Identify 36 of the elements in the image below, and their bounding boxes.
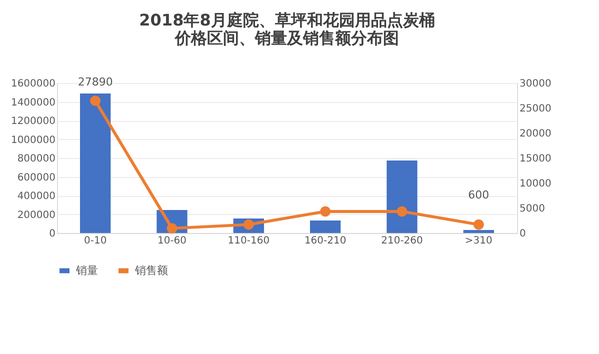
y-tick-label: 800000 <box>17 154 56 164</box>
y-tick-label: 0 <box>49 228 56 240</box>
y-tick-label: 1000000 <box>10 134 56 146</box>
bar <box>386 160 418 233</box>
y-tick-label: 1400000 <box>10 97 56 108</box>
y-tick-label: 600000 <box>17 172 56 184</box>
x-tick-label: >310 <box>464 236 492 246</box>
y-tick-label: 1600000 <box>10 78 56 90</box>
legend-label: 销量 <box>75 264 98 277</box>
x-tick-label: 110-160 <box>228 236 270 246</box>
y2-tick-label: 25000 <box>520 104 552 114</box>
y2-tick-label: 15000 <box>520 154 552 164</box>
point <box>166 223 178 234</box>
point <box>396 206 408 217</box>
data-label: 27890 <box>78 76 113 89</box>
point <box>473 219 484 230</box>
data-label: 600 <box>468 188 490 202</box>
y-tick-label: 1200000 <box>10 116 56 127</box>
y-tick-label: 200000 <box>17 210 56 221</box>
bar <box>80 94 111 233</box>
y2-tick-label: 10000 <box>520 178 552 190</box>
x-tick-label: 160-210 <box>304 236 346 246</box>
point <box>320 206 331 217</box>
y-tick-label: 400000 <box>17 191 56 202</box>
legend-label: 销售额 <box>134 264 168 277</box>
y2-tick-label: 5000 <box>520 204 545 214</box>
x-tick-label: 210-260 <box>381 236 423 246</box>
y2-tick-label: 20000 <box>520 128 552 140</box>
y2-tick-label: 0 <box>520 228 526 240</box>
bar <box>310 220 341 233</box>
y2-tick-label: 30000 <box>520 78 552 90</box>
x-tick-label: 0-10 <box>84 236 107 246</box>
bar <box>463 230 494 233</box>
chart-title: 2018年8月庭院、草坪和花园用品点炭桶价格区间、销量及销售额分布图 <box>139 10 435 48</box>
x-tick-label: 10-60 <box>157 236 187 246</box>
point <box>90 96 101 106</box>
